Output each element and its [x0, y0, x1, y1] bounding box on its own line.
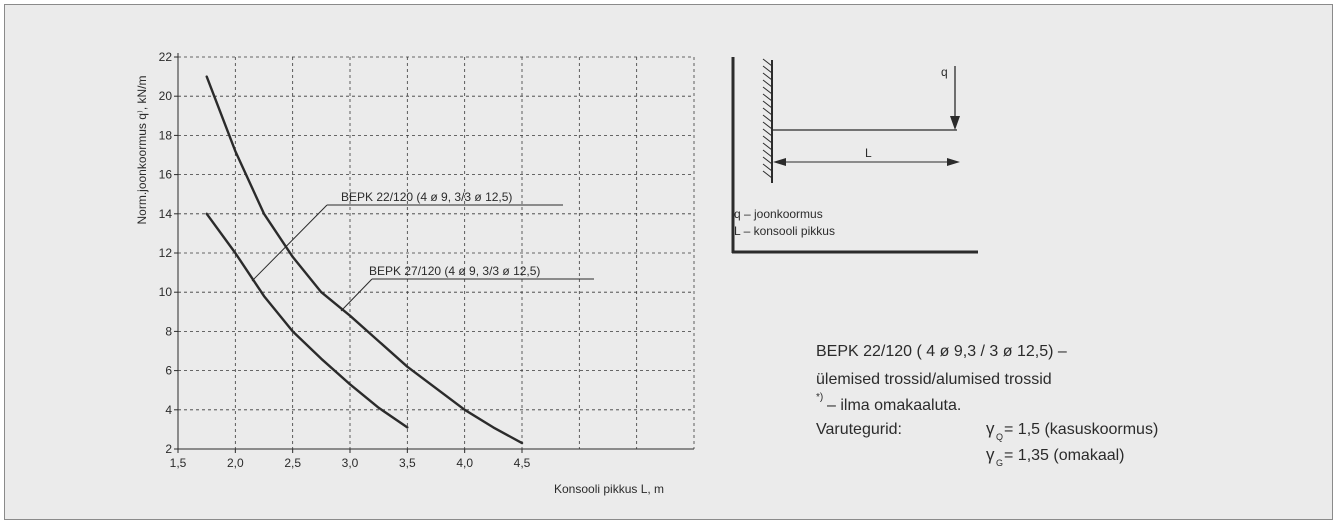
dimension-arrow-left — [773, 158, 786, 166]
series-2-line — [205, 75, 524, 445]
hatch-line — [762, 65, 773, 74]
gamma-q-subscript: Q — [996, 432, 1003, 442]
y-tick-label: 10 — [159, 285, 173, 299]
chart-grid — [178, 56, 695, 449]
x-tick-label: 4,5 — [514, 456, 531, 470]
note-line-3: – ilma omakaaluta. — [827, 397, 961, 414]
safety-factors-label: Varutegurid: — [816, 421, 902, 438]
x-tick-label: 2,5 — [284, 456, 301, 470]
chart-axes — [177, 53, 694, 450]
hatch-line — [762, 86, 773, 95]
y-axis-title: Norm.joonkoormus q⁾, kN/m — [135, 76, 149, 225]
gamma-g-text: = 1,35 (omakaal) — [1004, 447, 1125, 464]
chart-series — [205, 75, 524, 445]
series-2-label: BEPK 27/120 (4 ø 9, 3/3 ø 12,5) — [369, 264, 540, 278]
x-tick-label: 1,5 — [170, 456, 187, 470]
hatch-line — [762, 156, 773, 165]
y-tick-label: 18 — [159, 128, 173, 142]
legend-q: q – joonkoormus — [734, 207, 823, 221]
hatch-line — [762, 135, 773, 144]
hatch-line — [762, 170, 773, 179]
hatch-line — [762, 107, 773, 116]
x-axis-title: Konsooli pikkus L, m — [554, 482, 664, 496]
x-tick-label: 2,0 — [227, 456, 244, 470]
y-tick-label: 6 — [165, 364, 172, 378]
hatch-line — [762, 163, 773, 172]
gamma-q-text: = 1,5 (kasuskoormus) — [1004, 421, 1158, 438]
y-tick-label: 8 — [165, 324, 172, 338]
hatch-line — [762, 142, 773, 151]
notes-block: BEPK 22/120 ( 4 ø 9,3 / 3 ø 12,5) – ülem… — [816, 343, 1158, 468]
series-2-leader — [340, 278, 373, 312]
x-tick-label: 4,0 — [456, 456, 473, 470]
series-1-line — [205, 212, 409, 429]
y-tick-label: 2 — [165, 442, 172, 456]
hatch-line — [762, 121, 773, 130]
hatch-line — [762, 149, 773, 158]
hatch-line — [762, 72, 773, 81]
hatch-line — [762, 79, 773, 88]
length-label: L — [865, 146, 872, 160]
dimension-arrow-right — [947, 158, 960, 166]
note-line-2: ülemised trossid/alumised trossid — [816, 371, 1052, 388]
y-tick-label: 16 — [159, 168, 173, 182]
x-tick-label: 3,5 — [399, 456, 416, 470]
series-1-leader — [251, 204, 328, 282]
legend-l: L – konsooli pikkus — [734, 224, 835, 238]
y-tick-label: 14 — [159, 207, 173, 221]
hatch-line — [762, 100, 773, 109]
hatch-line — [762, 58, 773, 67]
y-tick-label: 20 — [159, 89, 173, 103]
load-label: q — [941, 65, 948, 79]
hatch-line — [762, 114, 773, 123]
gamma-g-symbol: γ — [986, 445, 995, 464]
y-tick-label: 4 — [165, 403, 172, 417]
chart-ticks: 2 4 6 8 10 12 14 16 18 20 22 1,5 2,0 2,5 3,0 3,5 4,0 4,5 — [159, 50, 531, 470]
y-tick-label: 12 — [159, 246, 173, 260]
gamma-q-symbol: γ — [986, 419, 995, 438]
gamma-g-subscript: G — [996, 458, 1003, 468]
load-arrow-head — [950, 116, 960, 130]
figure-panel — [4, 4, 1333, 520]
hatch-line — [762, 128, 773, 137]
cantilever-diagram: q L q – joonkoormus L – konsooli pikkus — [731, 57, 978, 254]
note-line-3-superscript: *) — [816, 392, 823, 403]
hatch-line — [762, 93, 773, 102]
y-tick-label: 22 — [159, 50, 173, 64]
series-1-label: BEPK 22/120 (4 ø 9, 3/3 ø 12,5) — [341, 190, 512, 204]
wall-hatching — [762, 58, 773, 179]
note-line-1: BEPK 22/120 ( 4 ø 9,3 / 3 ø 12,5) – — [816, 343, 1067, 360]
x-tick-label: 3,0 — [342, 456, 359, 470]
